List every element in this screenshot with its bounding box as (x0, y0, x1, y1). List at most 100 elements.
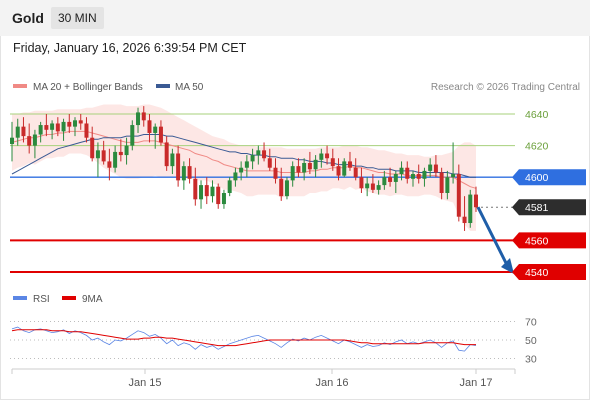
candle-body (410, 174, 415, 179)
candle (416, 164, 421, 184)
candle (67, 114, 72, 133)
legend-label-ma50: MA 50 (175, 82, 204, 93)
level-tag-bg (512, 232, 586, 249)
candle (130, 120, 135, 151)
candles (10, 106, 478, 231)
candle-body (296, 166, 301, 173)
candle (319, 148, 324, 168)
candle (382, 170, 387, 190)
candle-body (405, 167, 410, 179)
candle (239, 161, 244, 181)
candle-body (325, 153, 330, 159)
candle-body (359, 177, 364, 189)
candle-body (32, 134, 37, 146)
legend-swatch-ma20 (13, 84, 27, 88)
candle (290, 161, 295, 187)
candle (55, 117, 60, 137)
candle-body (61, 121, 66, 132)
candle (388, 167, 393, 187)
candle-body (130, 125, 135, 146)
candle-body (456, 174, 461, 217)
rsi-panel: RSI 9MA 30 50 70 (10, 294, 537, 366)
candle-body (267, 158, 272, 168)
candle-body (113, 151, 118, 168)
candle-body (44, 125, 49, 130)
candle (158, 120, 163, 146)
candle-body (15, 126, 20, 138)
candle (405, 161, 410, 184)
candle-body (181, 166, 186, 181)
candle (107, 148, 112, 181)
level-tag-text: 4600 (525, 172, 549, 184)
candle (73, 117, 78, 137)
candle-body (210, 186, 215, 197)
candle (193, 167, 198, 206)
candle-body (262, 150, 267, 159)
candle (95, 142, 100, 178)
level-tag-text: 4540 (525, 267, 549, 279)
candle-body (290, 166, 295, 181)
candle-body (170, 153, 175, 167)
ma50-line (11, 134, 476, 178)
rsi-tick-30: 30 (525, 354, 537, 366)
time-label-2: Jan 17 (459, 377, 492, 389)
ma20-line (11, 130, 477, 189)
header-bar: Gold 30 MIN (0, 0, 590, 36)
candle (10, 121, 14, 162)
candle (101, 140, 106, 165)
level-labels: 4640 4620 4600 4581 4560 4540 (512, 109, 586, 280)
legend: MA 20 + Bollinger Bands MA 50 Research © 2… (13, 82, 580, 93)
time-label-0: Jan 15 (128, 377, 161, 389)
arrow-head (501, 258, 514, 274)
level-tag-4540: 4540 (512, 264, 586, 280)
candle-body (78, 120, 83, 124)
candle-body (90, 137, 95, 159)
candle-body (451, 174, 456, 178)
candle (462, 196, 467, 231)
candle-body (428, 164, 433, 171)
candle (199, 180, 204, 209)
candle (244, 155, 249, 178)
candle (153, 123, 158, 149)
candle (370, 174, 375, 193)
candle (227, 177, 232, 197)
level-tag-bg (512, 264, 586, 280)
candle-body (193, 178, 198, 200)
timeframe-badge[interactable]: 30 MIN (51, 7, 104, 29)
candle (302, 158, 307, 181)
candle-body (176, 153, 181, 181)
candle-body (141, 112, 146, 121)
candle (118, 139, 123, 162)
candle (347, 151, 352, 171)
legend-label-9ma: 9MA (82, 294, 103, 305)
candle (204, 177, 209, 205)
candle (136, 107, 141, 133)
candle (256, 145, 261, 165)
candle (445, 170, 450, 200)
candle (456, 164, 461, 222)
rsi-ma-line (11, 329, 476, 347)
candle (176, 145, 181, 187)
candle-body (256, 150, 261, 156)
candle (267, 148, 272, 171)
candle-body (101, 150, 106, 162)
candle-body (302, 162, 307, 173)
candle-body (342, 161, 347, 176)
level-tag-4581: 4581 (512, 199, 586, 216)
forecast-arrow (476, 206, 514, 274)
candle-body (107, 161, 112, 168)
candle-body (365, 183, 370, 189)
candle (273, 158, 278, 184)
candle (359, 167, 364, 193)
candle-body (347, 161, 352, 168)
candle-body (136, 112, 141, 126)
arrow-shaft (476, 206, 510, 268)
candle-body (393, 174, 398, 182)
candle-body (199, 185, 204, 200)
candle-body (319, 153, 324, 160)
candle (325, 145, 330, 165)
candle-body (445, 177, 450, 193)
candle (399, 161, 404, 181)
candle (439, 167, 444, 200)
